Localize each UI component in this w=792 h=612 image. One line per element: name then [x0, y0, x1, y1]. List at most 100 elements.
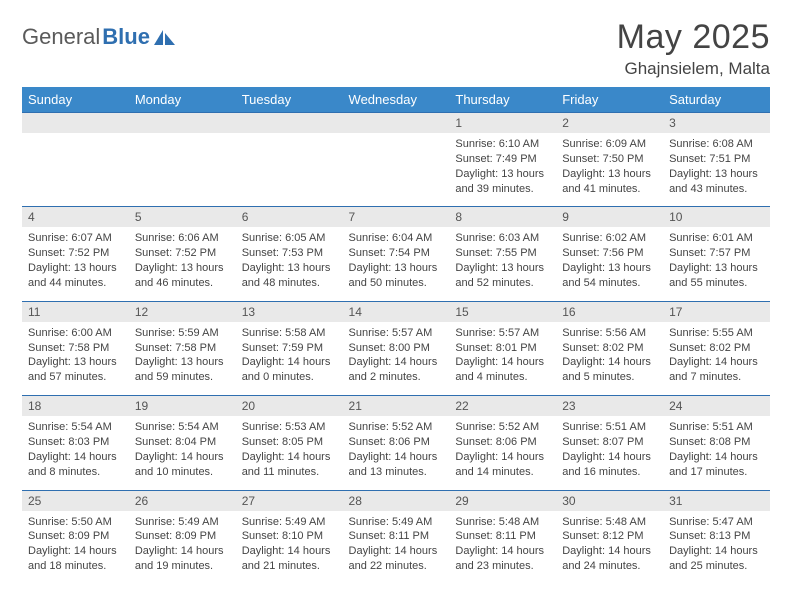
- day-details: Sunrise: 5:57 AMSunset: 8:01 PMDaylight:…: [449, 322, 556, 395]
- day-number: 5: [129, 206, 236, 227]
- sunset-text: Sunset: 7:51 PM: [669, 152, 764, 167]
- sunrise-text: Sunrise: 5:50 AM: [28, 515, 123, 530]
- daylight-text: Daylight: 14 hours and 24 minutes.: [562, 544, 657, 574]
- day-number: [129, 112, 236, 133]
- daylight-text: Daylight: 13 hours and 50 minutes.: [349, 261, 444, 291]
- day-number: 9: [556, 206, 663, 227]
- day-number: 10: [663, 206, 770, 227]
- day-cell: 13Sunrise: 5:58 AMSunset: 7:59 PMDayligh…: [236, 301, 343, 395]
- day-cell: 23Sunrise: 5:51 AMSunset: 8:07 PMDayligh…: [556, 395, 663, 489]
- daylight-text: Daylight: 13 hours and 44 minutes.: [28, 261, 123, 291]
- day-details: Sunrise: 5:52 AMSunset: 8:06 PMDaylight:…: [449, 416, 556, 489]
- day-cell: 22Sunrise: 5:52 AMSunset: 8:06 PMDayligh…: [449, 395, 556, 489]
- daylight-text: Daylight: 14 hours and 4 minutes.: [455, 355, 550, 385]
- sunset-text: Sunset: 7:55 PM: [455, 246, 550, 261]
- week-row: 25Sunrise: 5:50 AMSunset: 8:09 PMDayligh…: [22, 490, 770, 584]
- day-cell: 12Sunrise: 5:59 AMSunset: 7:58 PMDayligh…: [129, 301, 236, 395]
- sunrise-text: Sunrise: 6:09 AM: [562, 137, 657, 152]
- day-cell: 8Sunrise: 6:03 AMSunset: 7:55 PMDaylight…: [449, 206, 556, 300]
- sunrise-text: Sunrise: 5:49 AM: [242, 515, 337, 530]
- daylight-text: Daylight: 14 hours and 25 minutes.: [669, 544, 764, 574]
- day-cell: 27Sunrise: 5:49 AMSunset: 8:10 PMDayligh…: [236, 490, 343, 584]
- sunrise-text: Sunrise: 5:51 AM: [562, 420, 657, 435]
- sunrise-text: Sunrise: 5:52 AM: [455, 420, 550, 435]
- daylight-text: Daylight: 14 hours and 17 minutes.: [669, 450, 764, 480]
- day-cell: 10Sunrise: 6:01 AMSunset: 7:57 PMDayligh…: [663, 206, 770, 300]
- daylight-text: Daylight: 14 hours and 8 minutes.: [28, 450, 123, 480]
- day-cell: 17Sunrise: 5:55 AMSunset: 8:02 PMDayligh…: [663, 301, 770, 395]
- day-details: Sunrise: 5:49 AMSunset: 8:09 PMDaylight:…: [129, 511, 236, 584]
- day-details: Sunrise: 5:54 AMSunset: 8:03 PMDaylight:…: [22, 416, 129, 489]
- sunset-text: Sunset: 7:52 PM: [28, 246, 123, 261]
- month-title: May 2025: [617, 18, 770, 57]
- week-row: 18Sunrise: 5:54 AMSunset: 8:03 PMDayligh…: [22, 395, 770, 489]
- sunset-text: Sunset: 7:50 PM: [562, 152, 657, 167]
- day-number: 12: [129, 301, 236, 322]
- day-cell: 29Sunrise: 5:48 AMSunset: 8:11 PMDayligh…: [449, 490, 556, 584]
- sunset-text: Sunset: 8:06 PM: [349, 435, 444, 450]
- sunset-text: Sunset: 7:52 PM: [135, 246, 230, 261]
- day-cell: 24Sunrise: 5:51 AMSunset: 8:08 PMDayligh…: [663, 395, 770, 489]
- header-row: GeneralBlue May 2025 Ghajnsielem, Malta: [22, 18, 770, 79]
- day-number: 19: [129, 395, 236, 416]
- day-details: Sunrise: 6:10 AMSunset: 7:49 PMDaylight:…: [449, 133, 556, 206]
- sunset-text: Sunset: 8:11 PM: [455, 529, 550, 544]
- day-details: Sunrise: 6:02 AMSunset: 7:56 PMDaylight:…: [556, 227, 663, 300]
- logo-text-general: General: [22, 24, 100, 50]
- day-number: 8: [449, 206, 556, 227]
- daylight-text: Daylight: 14 hours and 2 minutes.: [349, 355, 444, 385]
- week-row: 4Sunrise: 6:07 AMSunset: 7:52 PMDaylight…: [22, 206, 770, 300]
- sunrise-text: Sunrise: 5:56 AM: [562, 326, 657, 341]
- sunrise-text: Sunrise: 5:48 AM: [455, 515, 550, 530]
- day-cell: [343, 112, 450, 206]
- day-number: 13: [236, 301, 343, 322]
- sunrise-text: Sunrise: 5:54 AM: [135, 420, 230, 435]
- sunset-text: Sunset: 8:12 PM: [562, 529, 657, 544]
- sunrise-text: Sunrise: 5:53 AM: [242, 420, 337, 435]
- day-cell: 16Sunrise: 5:56 AMSunset: 8:02 PMDayligh…: [556, 301, 663, 395]
- day-cell: 5Sunrise: 6:06 AMSunset: 7:52 PMDaylight…: [129, 206, 236, 300]
- day-header: Wednesday: [343, 87, 450, 112]
- daylight-text: Daylight: 14 hours and 14 minutes.: [455, 450, 550, 480]
- day-details: Sunrise: 5:50 AMSunset: 8:09 PMDaylight:…: [22, 511, 129, 584]
- day-number: 26: [129, 490, 236, 511]
- day-cell: 18Sunrise: 5:54 AMSunset: 8:03 PMDayligh…: [22, 395, 129, 489]
- daylight-text: Daylight: 13 hours and 52 minutes.: [455, 261, 550, 291]
- sunset-text: Sunset: 7:56 PM: [562, 246, 657, 261]
- day-number: [236, 112, 343, 133]
- sunrise-text: Sunrise: 5:54 AM: [28, 420, 123, 435]
- logo: GeneralBlue: [22, 18, 176, 50]
- daylight-text: Daylight: 14 hours and 18 minutes.: [28, 544, 123, 574]
- sunset-text: Sunset: 7:54 PM: [349, 246, 444, 261]
- day-details: Sunrise: 5:49 AMSunset: 8:10 PMDaylight:…: [236, 511, 343, 584]
- day-details: Sunrise: 5:52 AMSunset: 8:06 PMDaylight:…: [343, 416, 450, 489]
- day-header: Sunday: [22, 87, 129, 112]
- daylight-text: Daylight: 13 hours and 41 minutes.: [562, 167, 657, 197]
- sunrise-text: Sunrise: 6:07 AM: [28, 231, 123, 246]
- day-number: 20: [236, 395, 343, 416]
- sunrise-text: Sunrise: 6:01 AM: [669, 231, 764, 246]
- day-cell: 7Sunrise: 6:04 AMSunset: 7:54 PMDaylight…: [343, 206, 450, 300]
- day-header-row: Sunday Monday Tuesday Wednesday Thursday…: [22, 87, 770, 112]
- sunset-text: Sunset: 8:09 PM: [28, 529, 123, 544]
- sunrise-text: Sunrise: 5:49 AM: [135, 515, 230, 530]
- sunset-text: Sunset: 8:10 PM: [242, 529, 337, 544]
- day-number: 22: [449, 395, 556, 416]
- sunset-text: Sunset: 8:05 PM: [242, 435, 337, 450]
- sunrise-text: Sunrise: 6:03 AM: [455, 231, 550, 246]
- sunrise-text: Sunrise: 6:00 AM: [28, 326, 123, 341]
- daylight-text: Daylight: 14 hours and 16 minutes.: [562, 450, 657, 480]
- calendar-body: 1Sunrise: 6:10 AMSunset: 7:49 PMDaylight…: [22, 112, 770, 584]
- sunrise-text: Sunrise: 6:06 AM: [135, 231, 230, 246]
- day-details: [343, 133, 450, 193]
- day-details: Sunrise: 5:56 AMSunset: 8:02 PMDaylight:…: [556, 322, 663, 395]
- sunset-text: Sunset: 8:02 PM: [669, 341, 764, 356]
- day-number: [343, 112, 450, 133]
- day-details: Sunrise: 5:54 AMSunset: 8:04 PMDaylight:…: [129, 416, 236, 489]
- day-header: Saturday: [663, 87, 770, 112]
- sunrise-text: Sunrise: 6:02 AM: [562, 231, 657, 246]
- daylight-text: Daylight: 13 hours and 59 minutes.: [135, 355, 230, 385]
- day-header: Friday: [556, 87, 663, 112]
- day-details: Sunrise: 6:03 AMSunset: 7:55 PMDaylight:…: [449, 227, 556, 300]
- sunset-text: Sunset: 7:49 PM: [455, 152, 550, 167]
